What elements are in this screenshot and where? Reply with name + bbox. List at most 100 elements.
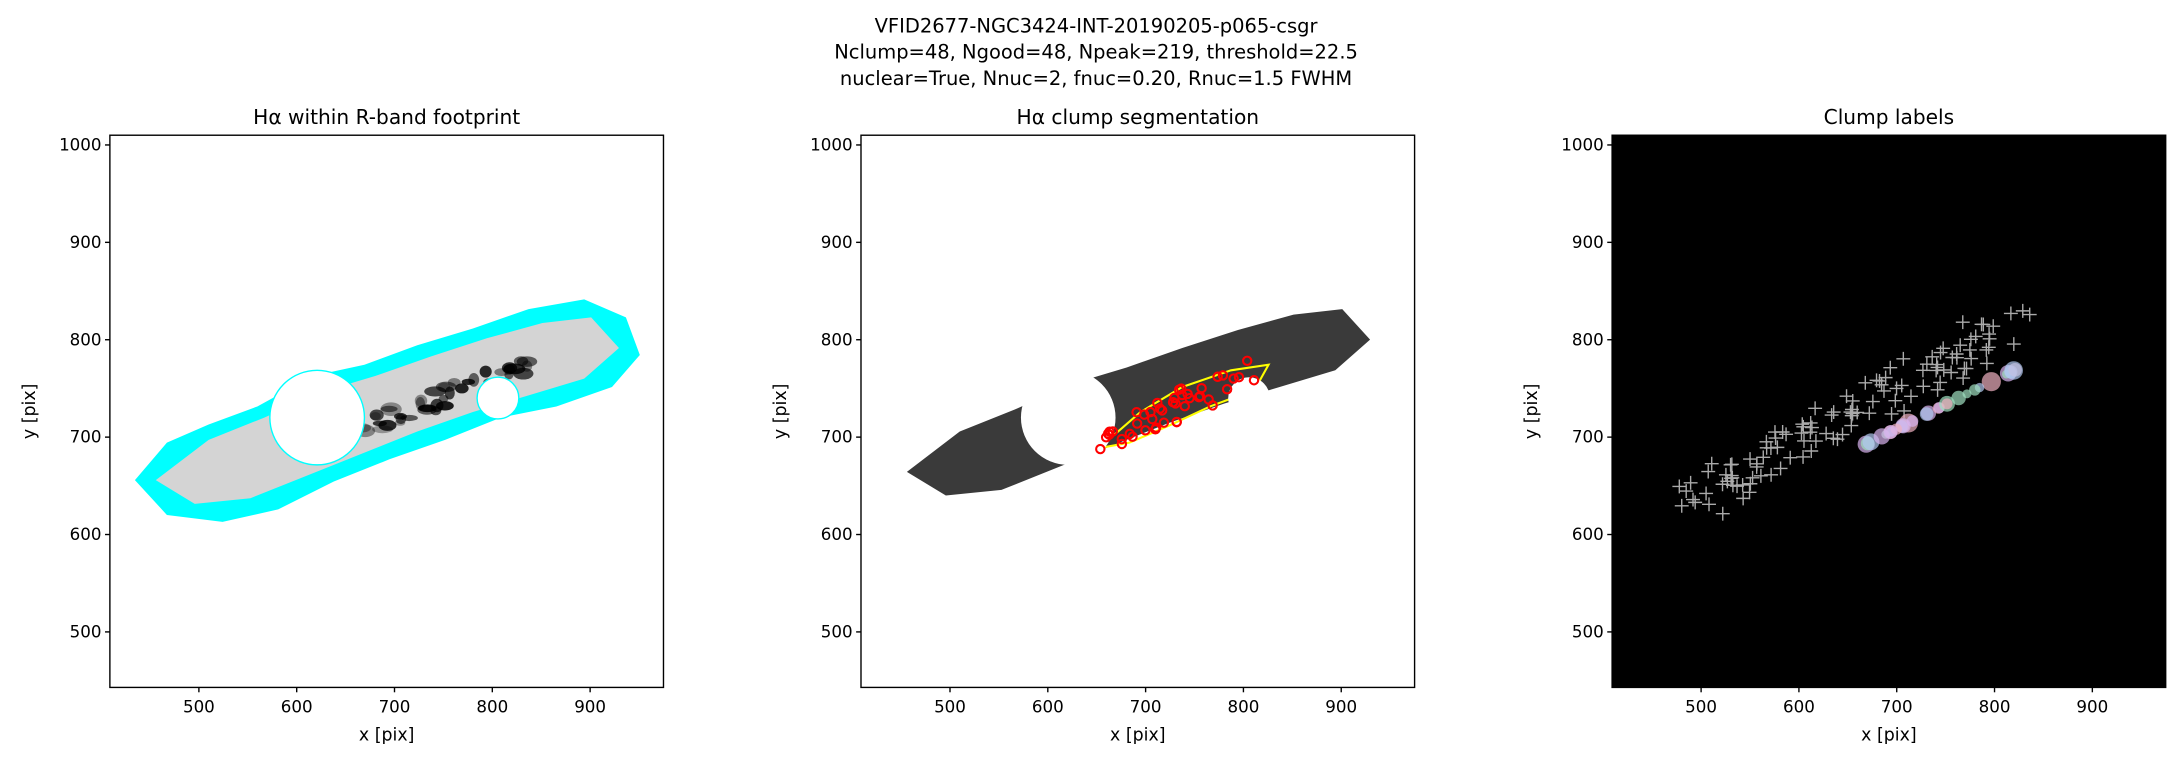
suptitle-line: nuclear=True, Nnuc=2, fnuc=0.20, Rnuc=1.… <box>840 67 1352 90</box>
peak-marker <box>1742 485 1757 500</box>
peak-marker <box>1957 361 1972 376</box>
peak-marker <box>1925 349 1940 364</box>
y-tick-label: 800 <box>1572 330 1604 349</box>
x-tick-label: 800 <box>1227 697 1259 716</box>
emission-knot <box>380 405 398 413</box>
peak-marker <box>1759 440 1774 455</box>
clump-label-region <box>1981 372 2001 392</box>
y-tick-label: 900 <box>821 233 853 252</box>
clump-marker <box>1171 416 1182 428</box>
clump-label-region <box>1969 384 1981 396</box>
emission-knot <box>516 356 538 367</box>
peak-marker <box>1679 484 1694 499</box>
x-tick-label: 900 <box>1325 697 1357 716</box>
axes-frame <box>1611 134 2167 689</box>
emission-knot <box>417 404 437 415</box>
y-axis-label: y [pix] <box>1522 384 1542 440</box>
y-tick-label: 600 <box>821 525 853 544</box>
peak-marker <box>1862 406 1877 421</box>
peak-marker <box>1745 470 1760 485</box>
peak-marker <box>2022 307 2037 322</box>
emission-knot <box>436 401 454 411</box>
clump-label-region <box>1962 389 1972 399</box>
x-tick-label: 900 <box>2076 697 2108 716</box>
peak-marker <box>1858 375 1873 390</box>
peak-marker <box>1962 342 1977 357</box>
peak-marker <box>1878 370 1893 385</box>
y-tick-label: 1000 <box>1561 136 1603 155</box>
y-tick-label: 700 <box>1572 428 1604 447</box>
clump-marker <box>1241 355 1253 367</box>
clump-marker <box>1233 371 1245 383</box>
x-tick-label: 900 <box>574 697 606 716</box>
peak-marker <box>1724 457 1739 472</box>
peak-marker <box>2015 303 2030 318</box>
mask-circle <box>1020 370 1116 465</box>
clump-label-region <box>1951 390 1966 406</box>
x-tick-label: 700 <box>1881 697 1913 716</box>
clump-marker <box>1095 443 1106 455</box>
clump-label-region <box>1941 398 1953 410</box>
peak-marker <box>1773 461 1788 476</box>
peak-marker <box>1953 338 1968 353</box>
peak-marker <box>1730 479 1744 494</box>
axes-frame <box>109 134 665 689</box>
panel: 500 600 700 800 900 500 600 700 800 900 1000 Hα wit… <box>20 105 665 745</box>
peak-marker <box>1808 434 1823 449</box>
emission-knot <box>504 370 514 380</box>
clump-marker <box>1124 428 1136 440</box>
x-tick-label: 600 <box>1032 697 1064 716</box>
peak-marker <box>1753 468 1768 483</box>
peak-marker <box>1704 456 1719 471</box>
peak-marker <box>1715 506 1730 521</box>
peak-marker <box>1884 406 1899 421</box>
clump-marker <box>1131 406 1142 418</box>
clump-marker <box>1203 394 1214 405</box>
peak-marker <box>1872 374 1887 388</box>
y-tick-label: 600 <box>1572 525 1604 544</box>
clump-marker <box>1158 417 1170 428</box>
peak-marker <box>1783 450 1798 465</box>
panels: 500 600 700 800 900 500 600 700 800 900 1000 Hα wit… <box>20 105 2167 745</box>
peak-marker <box>1843 405 1858 420</box>
x-axis-label: x [pix] <box>1110 725 1166 745</box>
peak-marker <box>1720 474 1735 489</box>
panel: 500 600 700 800 900 500 600 700 800 900 1000 Clump … <box>1522 105 2167 745</box>
peak-marker <box>2006 337 2021 351</box>
y-tick-label: 700 <box>70 428 102 447</box>
peak-marker <box>1894 378 1909 393</box>
y-tick-label: 700 <box>821 428 853 447</box>
peak-marker <box>1979 342 1994 357</box>
y-axis-label: y [pix] <box>20 384 40 440</box>
panel-title: Hα clump segmentation <box>1017 105 1260 129</box>
emission-knot <box>455 383 469 394</box>
clump-marker <box>1212 371 1223 382</box>
peak-marker <box>1796 449 1811 464</box>
y-tick-label: 800 <box>70 330 102 349</box>
emission-knot <box>372 420 387 427</box>
image-content <box>906 309 1371 496</box>
x-tick-label: 700 <box>379 697 411 716</box>
peak-marker <box>1896 351 1911 366</box>
clump-marker <box>1116 438 1128 450</box>
y-tick-label: 1000 <box>810 136 852 155</box>
peak-marker <box>1702 497 1716 512</box>
peak-marker <box>1955 315 1970 330</box>
peak-marker <box>1756 450 1771 465</box>
clump-marker <box>1228 373 1239 384</box>
panel-title: Clump labels <box>1824 105 1955 129</box>
mask-circle <box>476 376 520 420</box>
peak-marker <box>1830 432 1845 447</box>
x-tick-label: 800 <box>1979 697 2011 716</box>
x-tick-label: 500 <box>1685 697 1717 716</box>
peak-marker <box>1982 331 1997 346</box>
peak-marker <box>1794 426 1809 441</box>
peak-marker <box>1877 384 1891 398</box>
peak-marker <box>1979 356 1994 371</box>
y-tick-label: 900 <box>1572 233 1604 252</box>
peak-marker <box>1824 408 1839 423</box>
clump-marker <box>1179 400 1190 412</box>
peak-marker <box>1701 464 1716 479</box>
x-tick-label: 500 <box>183 697 215 716</box>
peak-marker <box>1944 365 1959 380</box>
